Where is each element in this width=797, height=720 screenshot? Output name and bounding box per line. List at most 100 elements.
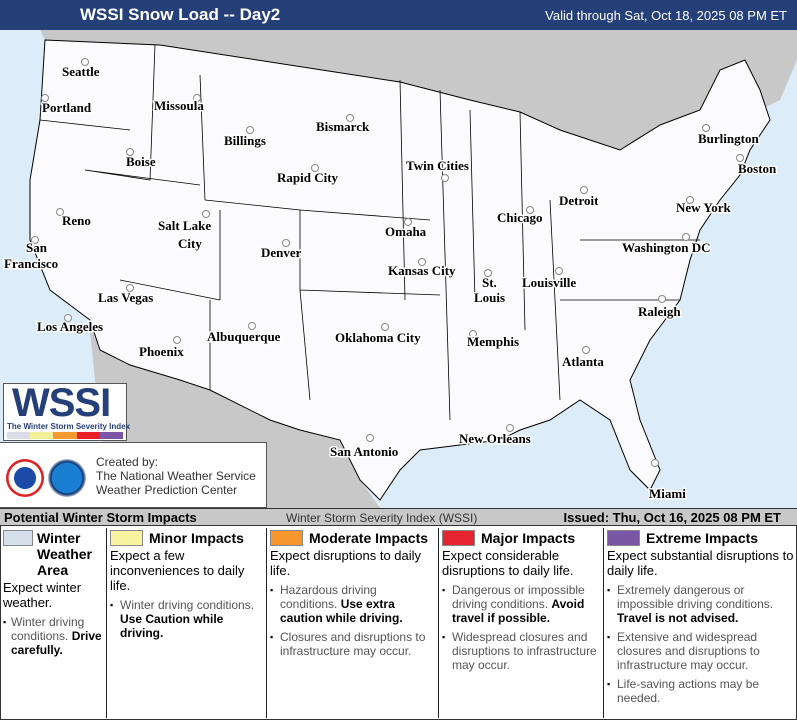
city-label: Missoula bbox=[154, 98, 204, 113]
city-marker bbox=[580, 186, 588, 194]
impact-legend: Winter Weather Area Expect winter weather… bbox=[0, 526, 797, 720]
wssi-color-segment bbox=[30, 432, 54, 439]
impact-swatch bbox=[270, 530, 303, 546]
city-label: San bbox=[26, 240, 48, 255]
credit-line-3: Weather Prediction Center bbox=[96, 483, 238, 497]
impact-category: Extreme Impacts Expect substantial disrup… bbox=[603, 528, 797, 718]
city-marker bbox=[64, 314, 72, 322]
valid-through: Valid through Sat, Oct 18, 2025 08 PM ET bbox=[545, 8, 787, 23]
city-label: Billings bbox=[224, 133, 266, 148]
city-label: Las Vegas bbox=[98, 290, 153, 305]
city-label: Seattle bbox=[62, 64, 100, 79]
impact-bullet: Winter driving conditions. Use Caution w… bbox=[110, 598, 263, 640]
impact-bullet: Life-saving actions may be needed. bbox=[607, 677, 795, 705]
wssi-logo-word: WSSI bbox=[12, 381, 111, 425]
impact-bullet: Dangerous or impossible driving conditio… bbox=[442, 583, 600, 625]
city-marker bbox=[126, 148, 134, 156]
city-marker bbox=[282, 239, 290, 247]
impact-swatch bbox=[442, 530, 475, 546]
impact-swatch bbox=[607, 530, 640, 546]
city-marker bbox=[346, 114, 354, 122]
impact-expectation: Expect substantial disruptions to daily … bbox=[607, 548, 794, 578]
impact-expectation: Expect winter weather. bbox=[3, 580, 82, 610]
city-marker bbox=[506, 424, 514, 432]
legend-heading: Potential Winter Storm Impacts bbox=[4, 510, 197, 525]
city-label: Salt Lake bbox=[158, 218, 211, 233]
impact-title: Moderate Impacts bbox=[309, 530, 429, 546]
impact-bullet: Winter driving conditions. Drive careful… bbox=[3, 615, 105, 657]
nws-logo-icon bbox=[6, 459, 44, 497]
impact-title: Major Impacts bbox=[481, 530, 576, 546]
city-label: Raleigh bbox=[638, 304, 681, 319]
city-label: Boise bbox=[126, 154, 156, 169]
state-borders bbox=[39, 44, 700, 421]
wssi-color-segment bbox=[53, 432, 77, 439]
city-marker bbox=[484, 269, 492, 277]
legend-header: Potential Winter Storm Impacts Winter St… bbox=[0, 508, 797, 526]
impact-category: Moderate Impacts Expect disruptions to da… bbox=[266, 528, 438, 718]
impact-title: Minor Impacts bbox=[149, 530, 244, 546]
city-marker bbox=[582, 346, 590, 354]
city-label: Denver bbox=[261, 245, 302, 260]
credit-line-1: Created by: bbox=[96, 455, 159, 469]
city-label: Kansas City bbox=[388, 263, 456, 278]
city-label: Portland bbox=[42, 100, 92, 115]
impact-expectation: Expect disruptions to daily life. bbox=[270, 548, 422, 578]
city-marker bbox=[202, 210, 210, 218]
city-marker bbox=[381, 323, 389, 331]
city-label: Memphis bbox=[467, 334, 519, 349]
city-marker bbox=[555, 267, 563, 275]
city-label: Burlington bbox=[698, 131, 759, 146]
city-label: Los Angeles bbox=[37, 319, 103, 334]
map: Seattle Portland Missoula Bismarck Billings B… bbox=[0, 30, 797, 508]
city-marker bbox=[248, 322, 256, 330]
city-marker bbox=[736, 154, 744, 162]
city-marker bbox=[651, 459, 659, 467]
impact-swatch bbox=[110, 530, 143, 546]
city-label: Oklahoma City bbox=[335, 330, 421, 345]
noaa-logo-icon bbox=[48, 459, 86, 497]
city-marker bbox=[41, 94, 49, 102]
city-label: Phoenix bbox=[139, 344, 184, 359]
city-marker bbox=[246, 126, 254, 134]
city-label: Atlanta bbox=[562, 354, 604, 369]
city-marker bbox=[418, 258, 426, 266]
wssi-color-segment bbox=[7, 432, 31, 439]
city-marker bbox=[686, 196, 694, 204]
issued-time: Issued: Thu, Oct 16, 2025 08 PM ET bbox=[563, 510, 781, 525]
city-label: New York bbox=[676, 200, 732, 215]
city-marker bbox=[404, 218, 412, 226]
title-bar: WSSI Snow Load -- Day2 Valid through Sat… bbox=[0, 0, 797, 30]
impact-category: Winter Weather Area Expect winter weather… bbox=[1, 528, 106, 718]
city-marker bbox=[56, 208, 64, 216]
city-label: Bismarck bbox=[316, 119, 370, 134]
impact-bullet: Closures and disruptions to infrastructu… bbox=[270, 630, 435, 658]
city-marker bbox=[702, 124, 710, 132]
impact-bullet: Widespread closures and disruptions to i… bbox=[442, 630, 600, 672]
city-label: Detroit bbox=[559, 193, 599, 208]
city-marker bbox=[81, 58, 89, 66]
city-marker bbox=[31, 236, 39, 244]
credit-box: Created by: The National Weather Service… bbox=[0, 442, 267, 508]
city-label: Twin Cities bbox=[406, 158, 469, 173]
city-label: Reno bbox=[62, 213, 91, 228]
city-marker bbox=[193, 94, 201, 102]
city-marker bbox=[311, 164, 319, 172]
impact-title: Extreme Impacts bbox=[646, 530, 759, 546]
wssi-logo-subtitle: The Winter Storm Severity Index bbox=[7, 422, 131, 431]
impact-bullet: Hazardous driving conditions. Use extra … bbox=[270, 583, 435, 625]
impact-category: Major Impacts Expect considerable disrupt… bbox=[438, 528, 603, 718]
wssi-logo: WSSI The Winter Storm Severity Index bbox=[3, 381, 131, 441]
wssi-color-segment bbox=[99, 432, 124, 439]
city-label: New Orleans bbox=[459, 431, 531, 446]
city-marker bbox=[173, 336, 181, 344]
city-label: City bbox=[178, 236, 202, 251]
impact-category: Minor Impacts Expect a few inconveniences… bbox=[106, 528, 266, 718]
city-marker bbox=[366, 434, 374, 442]
credit-line-2: The National Weather Service bbox=[96, 469, 256, 483]
city-label: Washington DC bbox=[622, 240, 711, 255]
city-label: Louis bbox=[474, 290, 505, 305]
impact-swatch bbox=[3, 530, 33, 546]
wssi-color-segment bbox=[76, 432, 100, 439]
index-name: Winter Storm Severity Index (WSSI) bbox=[286, 511, 478, 525]
